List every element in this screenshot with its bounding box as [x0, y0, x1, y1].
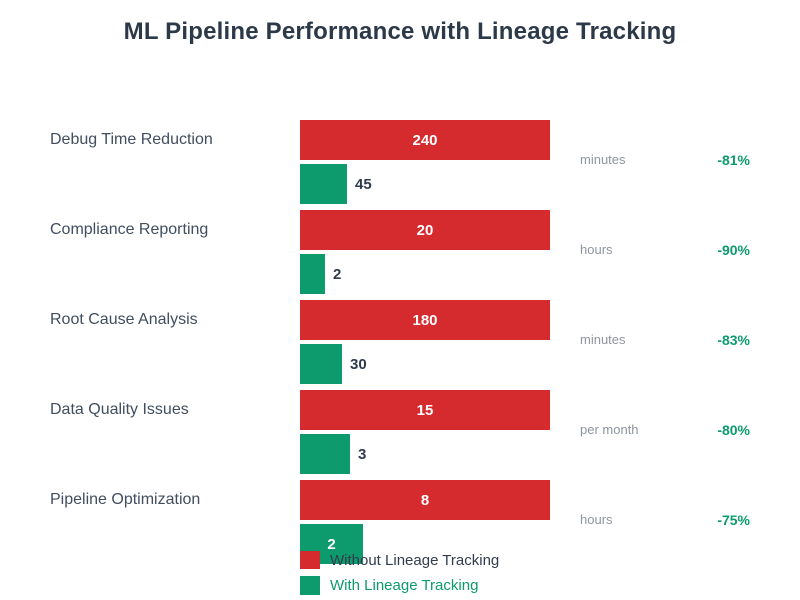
reduction-badge: -81%	[717, 152, 750, 168]
category-label: Pipeline Optimization	[50, 491, 201, 508]
bar-value-without-lineage: 240	[412, 131, 438, 149]
bar-value-without-lineage: 8	[420, 491, 430, 509]
bar-without-lineage: 15	[300, 390, 550, 430]
category-label: Compliance Reporting	[50, 221, 209, 238]
unit-label: per month	[580, 422, 639, 437]
bar-without-lineage: 20	[300, 210, 550, 250]
bar-value-with-lineage: 2	[327, 535, 336, 553]
bar-value-without-lineage: 180	[412, 311, 438, 329]
bar-value-with-lineage: 2	[333, 265, 342, 283]
bar-value-with-lineage: 30	[350, 355, 367, 373]
bar-without-lineage: 240	[300, 120, 550, 160]
bar-with-lineage	[300, 344, 342, 384]
bar-value-without-lineage: 15	[416, 401, 434, 419]
reduction-badge: -80%	[717, 422, 750, 438]
bar-with-lineage	[300, 434, 350, 474]
unit-label: minutes	[580, 152, 626, 167]
bar-value-without-lineage: 20	[416, 221, 434, 239]
bar-with-lineage	[300, 254, 325, 294]
bar-with-lineage: 2	[300, 524, 363, 564]
bar-with-lineage	[300, 164, 347, 204]
category-label: Debug Time Reduction	[50, 131, 213, 148]
bar-without-lineage: 180	[300, 300, 550, 340]
bar-value-with-lineage: 3	[358, 445, 367, 463]
unit-label: minutes	[580, 332, 626, 347]
bar-value-with-lineage: 45	[355, 175, 372, 193]
unit-label: hours	[580, 512, 613, 527]
reduction-badge: -75%	[717, 512, 750, 528]
chart-title: ML Pipeline Performance with Lineage Tra…	[123, 18, 677, 45]
unit-label: hours	[580, 242, 613, 257]
category-label: Root Cause Analysis	[50, 311, 198, 328]
reduction-badge: -90%	[717, 242, 750, 258]
reduction-badge: -83%	[717, 332, 750, 348]
bar-without-lineage: 8	[300, 480, 550, 520]
category-label: Data Quality Issues	[50, 401, 189, 418]
